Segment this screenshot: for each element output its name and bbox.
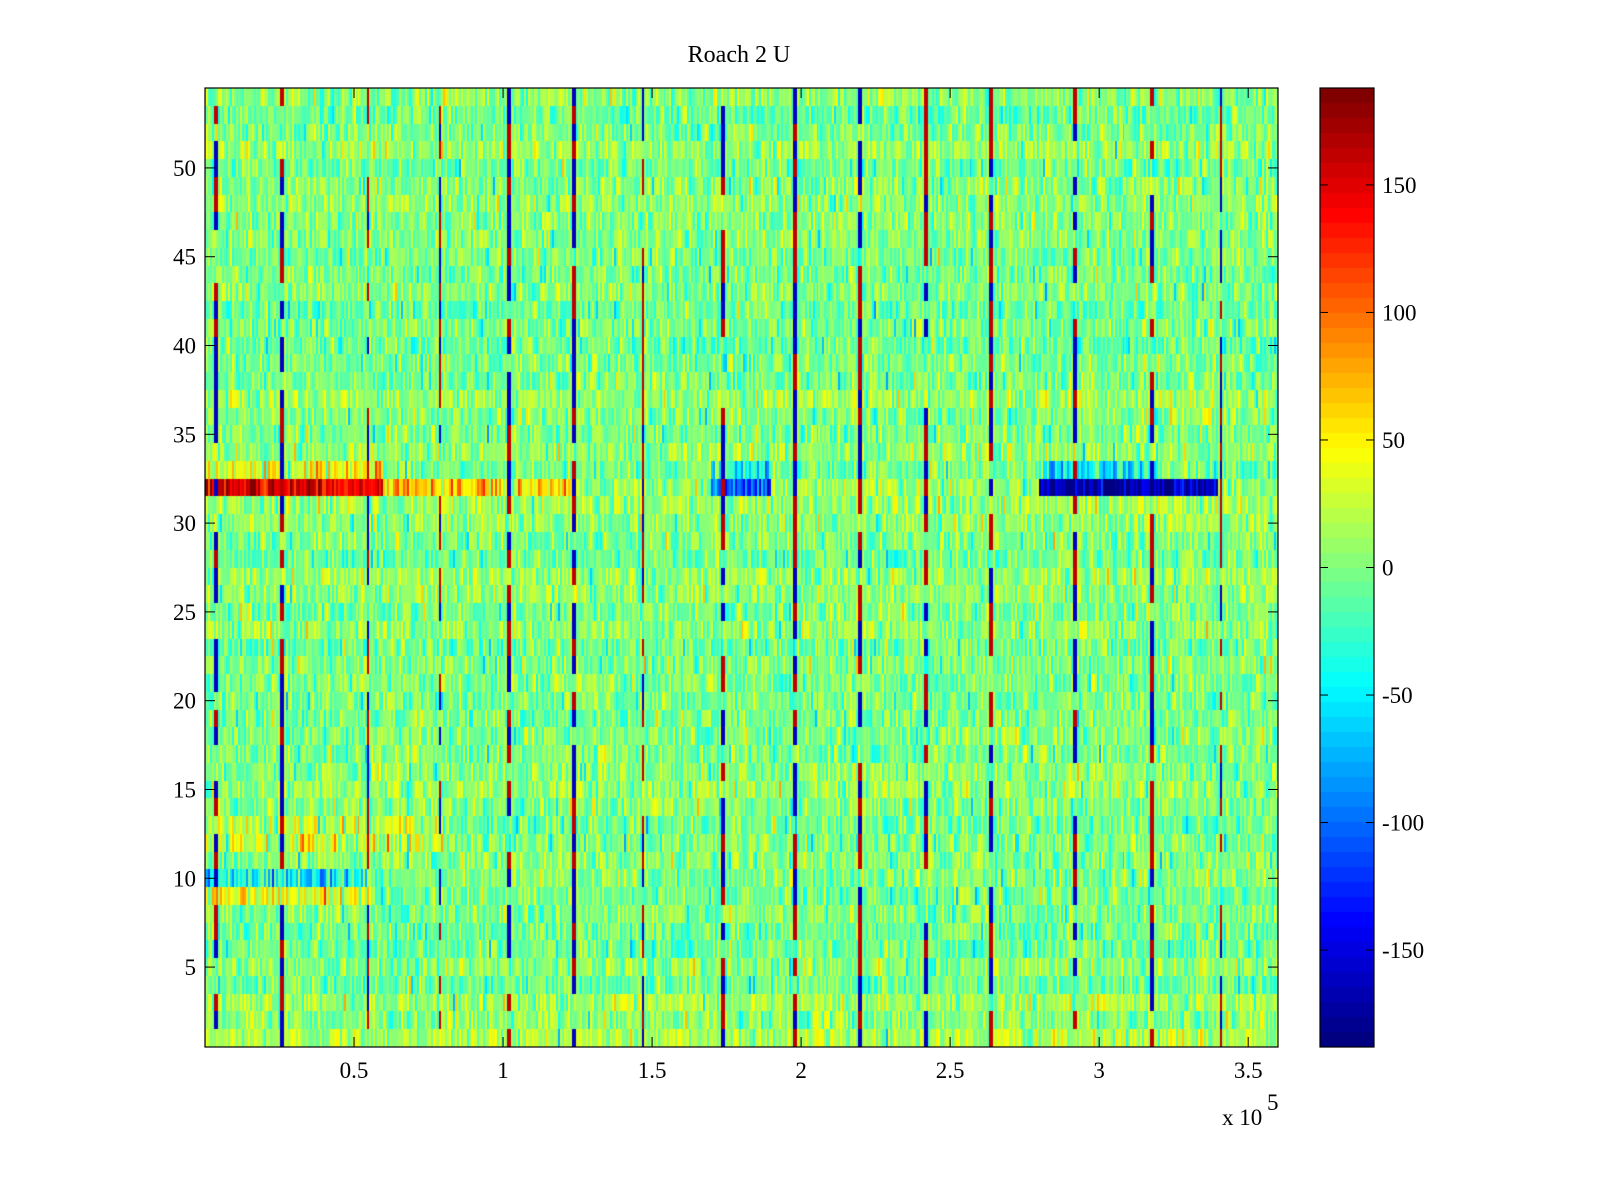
y-tick-label: 10 — [173, 866, 196, 891]
chart-title: Roach 2 U — [687, 42, 791, 68]
y-tick-label: 50 — [173, 156, 196, 181]
colorbar-tick-label: 150 — [1382, 173, 1417, 198]
colorbar-frame — [1319, 87, 1375, 1048]
x-tick-label: 1 — [497, 1058, 509, 1083]
y-tick-label: 20 — [173, 689, 196, 714]
colorbar-tick-label: 0 — [1382, 556, 1394, 581]
colorbar-tick-label: -150 — [1382, 938, 1424, 963]
y-tick-label: 5 — [185, 955, 197, 980]
x-tick-label: 3.5 — [1234, 1058, 1263, 1083]
y-tick-label: 15 — [173, 777, 196, 802]
x-tick-label: 2.5 — [936, 1058, 965, 1083]
colorbar-gradient — [1320, 88, 1374, 1047]
x-exponent-superscript: 5 — [1267, 1090, 1279, 1115]
x-tick-label: 1.5 — [638, 1058, 667, 1083]
colorbar-tick-label: 50 — [1382, 428, 1405, 453]
x-tick-label: 2 — [795, 1058, 807, 1083]
heatmap-image — [205, 88, 1278, 1047]
y-tick-label: 40 — [173, 334, 196, 359]
y-tick-label: 35 — [173, 422, 196, 447]
colorbar-tick-label: -100 — [1382, 811, 1424, 836]
x-tick-label: 3 — [1093, 1058, 1105, 1083]
colorbar-tick-label: 100 — [1382, 300, 1417, 325]
y-tick-label: 25 — [173, 600, 196, 625]
plot-frame — [204, 87, 1279, 1048]
y-tick-label: 30 — [173, 511, 196, 536]
y-tick-label: 45 — [173, 245, 196, 270]
x-tick-label: 0.5 — [340, 1058, 369, 1083]
x-exponent-label: x 10 — [1222, 1105, 1262, 1130]
colorbar-tick-label: -50 — [1382, 683, 1413, 708]
